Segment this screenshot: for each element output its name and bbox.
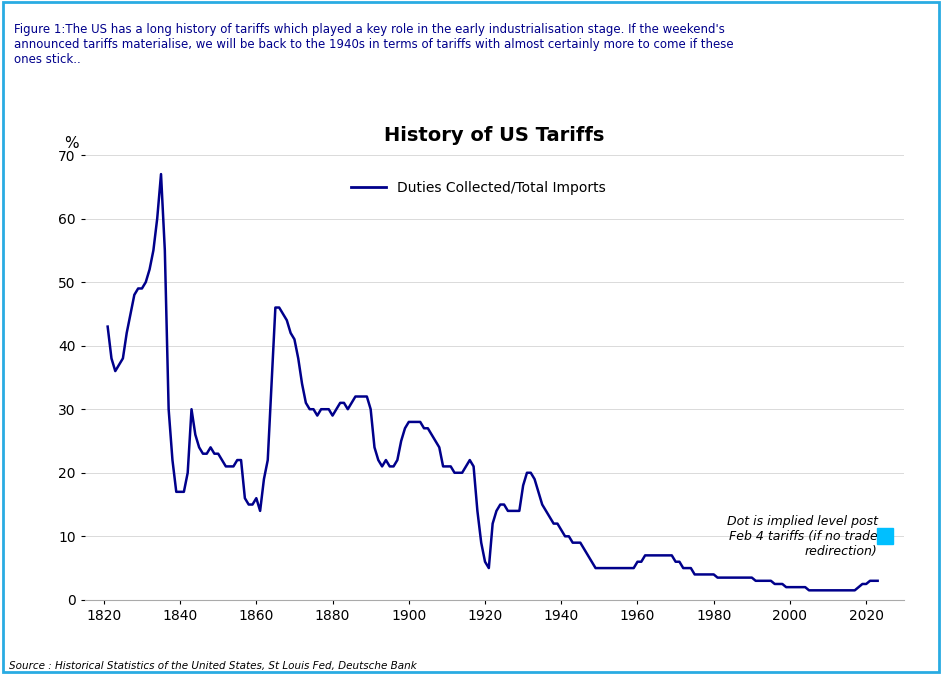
Text: Figure 1:The US has a long history of tariffs which played a key role in the ear: Figure 1:The US has a long history of ta… <box>14 22 734 65</box>
Text: Dot is implied level post
Feb 4 tariffs (if no trade
redirection): Dot is implied level post Feb 4 tariffs … <box>726 515 878 558</box>
Text: %: % <box>64 135 79 150</box>
Legend: Duties Collected/Total Imports: Duties Collected/Total Imports <box>346 175 611 200</box>
Title: History of US Tariffs: History of US Tariffs <box>384 126 605 145</box>
Text: Source : Historical Statistics of the United States, St Louis Fed, Deutsche Bank: Source : Historical Statistics of the Un… <box>9 661 417 671</box>
